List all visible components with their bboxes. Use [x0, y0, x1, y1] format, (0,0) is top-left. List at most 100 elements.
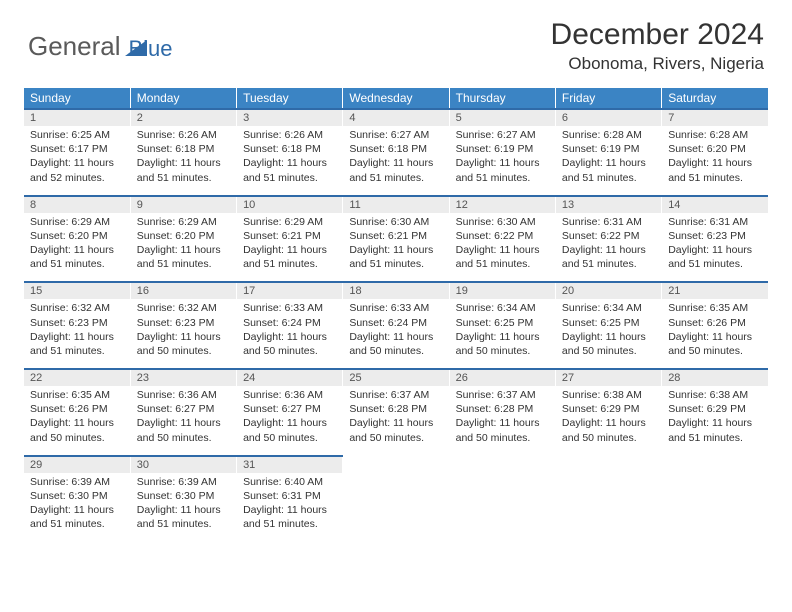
logo: General Blue [28, 18, 173, 62]
sunrise-line: Sunrise: 6:27 AM [456, 128, 549, 142]
date-detail-row: Sunrise: 6:29 AMSunset: 6:20 PMDaylight:… [24, 213, 768, 283]
sunset-line: Sunset: 6:18 PM [243, 142, 336, 156]
date-detail-cell: Sunrise: 6:28 AMSunset: 6:19 PMDaylight:… [555, 126, 661, 196]
daylight-line: Daylight: 11 hours and 50 minutes. [349, 330, 442, 358]
date-number-row: 22232425262728 [24, 369, 768, 386]
sunset-line: Sunset: 6:27 PM [243, 402, 336, 416]
daylight-line: Daylight: 11 hours and 50 minutes. [456, 330, 549, 358]
daylight-line: Daylight: 11 hours and 50 minutes. [668, 330, 762, 358]
daylight-line: Daylight: 11 hours and 50 minutes. [456, 416, 549, 444]
daylight-line: Daylight: 11 hours and 51 minutes. [30, 243, 124, 271]
sunrise-line: Sunrise: 6:32 AM [137, 301, 230, 315]
date-detail-cell: Sunrise: 6:29 AMSunset: 6:20 PMDaylight:… [130, 213, 236, 283]
date-number-cell: 10 [237, 196, 343, 213]
date-number-cell: 1 [24, 109, 130, 126]
sunset-line: Sunset: 6:19 PM [456, 142, 549, 156]
sunset-line: Sunset: 6:29 PM [668, 402, 762, 416]
date-detail-cell: Sunrise: 6:39 AMSunset: 6:30 PMDaylight:… [130, 473, 236, 542]
date-number-cell [343, 456, 449, 473]
sunrise-line: Sunrise: 6:39 AM [137, 475, 230, 489]
date-detail-cell [449, 473, 555, 542]
daylight-line: Daylight: 11 hours and 51 minutes. [137, 156, 230, 184]
sunset-line: Sunset: 6:26 PM [668, 316, 762, 330]
date-number-cell: 22 [24, 369, 130, 386]
sunrise-line: Sunrise: 6:33 AM [243, 301, 336, 315]
sunset-line: Sunset: 6:21 PM [243, 229, 336, 243]
daylight-line: Daylight: 11 hours and 50 minutes. [137, 330, 230, 358]
date-number-cell: 23 [130, 369, 236, 386]
sunrise-line: Sunrise: 6:25 AM [30, 128, 124, 142]
dayhead-fri: Friday [555, 88, 661, 109]
daylight-line: Daylight: 11 hours and 50 minutes. [349, 416, 442, 444]
sunset-line: Sunset: 6:18 PM [137, 142, 230, 156]
date-number-cell: 5 [449, 109, 555, 126]
date-detail-row: Sunrise: 6:39 AMSunset: 6:30 PMDaylight:… [24, 473, 768, 542]
daylight-line: Daylight: 11 hours and 50 minutes. [562, 416, 655, 444]
sunset-line: Sunset: 6:22 PM [456, 229, 549, 243]
sunset-line: Sunset: 6:21 PM [349, 229, 442, 243]
date-detail-cell: Sunrise: 6:28 AMSunset: 6:20 PMDaylight:… [662, 126, 768, 196]
date-number-cell: 15 [24, 282, 130, 299]
date-number-cell: 30 [130, 456, 236, 473]
date-number-cell: 12 [449, 196, 555, 213]
logo-text-blue: Blue [129, 36, 173, 62]
sunrise-line: Sunrise: 6:31 AM [562, 215, 655, 229]
date-number-cell: 8 [24, 196, 130, 213]
dayhead-thu: Thursday [449, 88, 555, 109]
sunset-line: Sunset: 6:28 PM [349, 402, 442, 416]
date-detail-cell: Sunrise: 6:25 AMSunset: 6:17 PMDaylight:… [24, 126, 130, 196]
sunset-line: Sunset: 6:18 PM [349, 142, 442, 156]
date-detail-cell: Sunrise: 6:30 AMSunset: 6:21 PMDaylight:… [343, 213, 449, 283]
sunrise-line: Sunrise: 6:33 AM [349, 301, 442, 315]
daylight-line: Daylight: 11 hours and 50 minutes. [137, 416, 230, 444]
date-detail-cell: Sunrise: 6:40 AMSunset: 6:31 PMDaylight:… [237, 473, 343, 542]
date-number-cell: 24 [237, 369, 343, 386]
daylight-line: Daylight: 11 hours and 51 minutes. [668, 416, 762, 444]
sunrise-line: Sunrise: 6:39 AM [30, 475, 124, 489]
date-detail-row: Sunrise: 6:32 AMSunset: 6:23 PMDaylight:… [24, 299, 768, 369]
daylight-line: Daylight: 11 hours and 50 minutes. [243, 330, 336, 358]
sunrise-line: Sunrise: 6:26 AM [243, 128, 336, 142]
date-number-cell [662, 456, 768, 473]
sunrise-line: Sunrise: 6:34 AM [562, 301, 655, 315]
dayhead-sun: Sunday [24, 88, 130, 109]
date-number-cell: 17 [237, 282, 343, 299]
date-detail-cell: Sunrise: 6:26 AMSunset: 6:18 PMDaylight:… [237, 126, 343, 196]
date-number-cell [555, 456, 661, 473]
date-number-cell: 27 [555, 369, 661, 386]
date-detail-cell: Sunrise: 6:27 AMSunset: 6:19 PMDaylight:… [449, 126, 555, 196]
header: General Blue December 2024 Obonoma, Rive… [0, 0, 792, 82]
sunrise-line: Sunrise: 6:38 AM [668, 388, 762, 402]
date-detail-cell: Sunrise: 6:31 AMSunset: 6:22 PMDaylight:… [555, 213, 661, 283]
date-number-cell: 16 [130, 282, 236, 299]
calendar-table: Sunday Monday Tuesday Wednesday Thursday… [24, 88, 768, 541]
daylight-line: Daylight: 11 hours and 51 minutes. [562, 156, 655, 184]
date-detail-cell: Sunrise: 6:26 AMSunset: 6:18 PMDaylight:… [130, 126, 236, 196]
sunrise-line: Sunrise: 6:37 AM [456, 388, 549, 402]
date-detail-cell: Sunrise: 6:36 AMSunset: 6:27 PMDaylight:… [237, 386, 343, 456]
daylight-line: Daylight: 11 hours and 51 minutes. [349, 156, 442, 184]
date-detail-cell: Sunrise: 6:38 AMSunset: 6:29 PMDaylight:… [662, 386, 768, 456]
sunrise-line: Sunrise: 6:28 AM [562, 128, 655, 142]
sunset-line: Sunset: 6:20 PM [668, 142, 762, 156]
dayhead-mon: Monday [130, 88, 236, 109]
daylight-line: Daylight: 11 hours and 50 minutes. [30, 416, 124, 444]
sunset-line: Sunset: 6:20 PM [30, 229, 124, 243]
dayhead-tue: Tuesday [237, 88, 343, 109]
sunset-line: Sunset: 6:23 PM [668, 229, 762, 243]
sunrise-line: Sunrise: 6:31 AM [668, 215, 762, 229]
sunrise-line: Sunrise: 6:36 AM [137, 388, 230, 402]
date-detail-cell: Sunrise: 6:37 AMSunset: 6:28 PMDaylight:… [449, 386, 555, 456]
date-detail-cell: Sunrise: 6:36 AMSunset: 6:27 PMDaylight:… [130, 386, 236, 456]
date-number-row: 1234567 [24, 109, 768, 126]
date-detail-cell [555, 473, 661, 542]
date-number-row: 293031 [24, 456, 768, 473]
daylight-line: Daylight: 11 hours and 51 minutes. [243, 503, 336, 531]
date-number-row: 891011121314 [24, 196, 768, 213]
date-number-cell: 3 [237, 109, 343, 126]
date-detail-cell [662, 473, 768, 542]
sunrise-line: Sunrise: 6:38 AM [562, 388, 655, 402]
sunset-line: Sunset: 6:28 PM [456, 402, 549, 416]
sunrise-line: Sunrise: 6:37 AM [349, 388, 442, 402]
daylight-line: Daylight: 11 hours and 51 minutes. [243, 156, 336, 184]
